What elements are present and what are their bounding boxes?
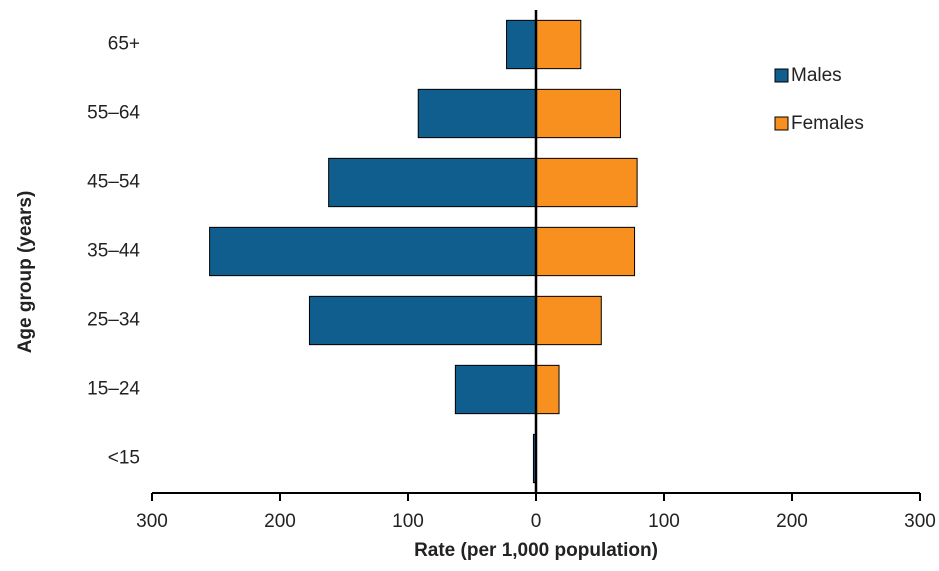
x-tick-label: 100 [648, 511, 680, 532]
x-axis-title: Rate (per 1,000 population) [414, 540, 658, 561]
y-tick-label: 35–44 [87, 241, 140, 262]
bar [209, 226, 537, 277]
bar [535, 157, 638, 208]
bar [417, 88, 537, 139]
y-tick-label: 65+ [108, 34, 140, 55]
x-tick-label: 100 [392, 511, 424, 532]
y-tick-label: 45–54 [87, 172, 140, 193]
legend-swatch [774, 116, 789, 131]
bar [328, 157, 537, 208]
y-tick-label: <15 [108, 448, 140, 469]
legend-label: Females [791, 113, 864, 134]
bar [535, 19, 582, 70]
bar [535, 364, 560, 415]
y-tick-label: 15–24 [87, 379, 140, 400]
legend-label: Males [791, 65, 842, 86]
bar [535, 226, 636, 277]
y-tick-label: 55–64 [87, 103, 140, 124]
y-axis-title: Age group (years) [15, 191, 36, 354]
bar [535, 88, 621, 139]
x-tick-label: 300 [136, 511, 168, 532]
bar [506, 19, 537, 70]
bar [308, 295, 537, 346]
x-tick-label: 300 [904, 511, 936, 532]
x-tick-label: 200 [264, 511, 296, 532]
y-tick-label: 25–34 [87, 310, 140, 331]
bar [454, 364, 537, 415]
x-tick-label: 200 [776, 511, 808, 532]
x-tick-label: 0 [531, 511, 542, 532]
bar [535, 295, 602, 346]
legend-swatch [774, 68, 789, 83]
